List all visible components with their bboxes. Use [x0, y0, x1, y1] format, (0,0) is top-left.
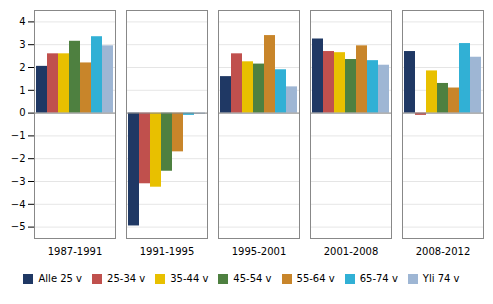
html-text:65-74 v: 65-74 v [359, 273, 398, 284]
svg-text:1995-2001: 1995-2001 [232, 246, 287, 257]
svg-text:1987-1991: 1987-1991 [48, 246, 103, 257]
html-text:25-34 v: 25-34 v [107, 273, 146, 284]
html-text:55-64 v: 55-64 v [296, 273, 335, 284]
svg-text:−3: −3 [11, 176, 26, 187]
svg-text:4: 4 [19, 16, 25, 27]
svg-text:1991-1995: 1991-1995 [140, 246, 195, 257]
svg-text:−2: −2 [11, 153, 26, 164]
svg-text:2: 2 [19, 62, 25, 73]
svg-text:−5: −5 [11, 221, 26, 232]
html-text:Alle 25 v: Alle 25 v [38, 273, 82, 284]
svg-text:−4: −4 [11, 199, 26, 210]
html-text:35-44 v: 35-44 v [170, 273, 209, 284]
html-text:Yli 74 v: Yli 74 v [422, 273, 460, 284]
svg-text:0: 0 [19, 107, 25, 118]
svg-text:1: 1 [19, 85, 25, 96]
svg-text:3: 3 [19, 39, 25, 50]
svg-text:−1: −1 [11, 130, 26, 141]
svg-text:2008-2012: 2008-2012 [416, 246, 471, 257]
html-text:45-54 v: 45-54 v [233, 273, 272, 284]
svg-text:2001-2008: 2001-2008 [324, 246, 379, 257]
